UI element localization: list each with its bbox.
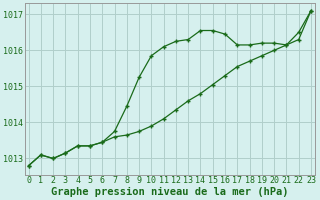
X-axis label: Graphe pression niveau de la mer (hPa): Graphe pression niveau de la mer (hPa) [51,186,289,197]
